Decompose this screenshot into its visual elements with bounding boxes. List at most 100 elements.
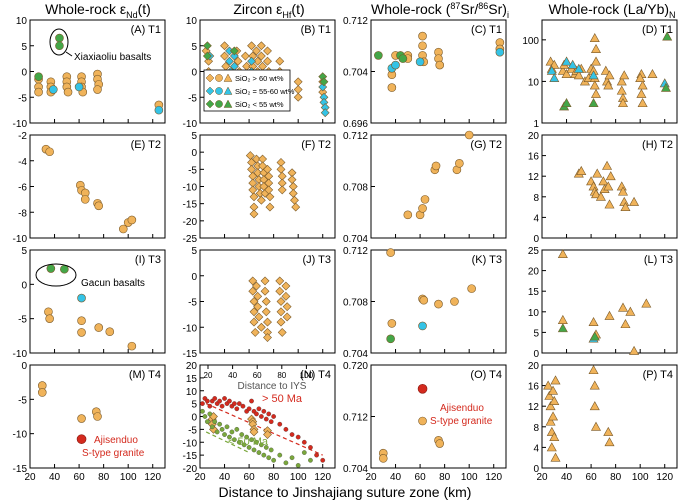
- legend-circle-icon: [215, 100, 223, 108]
- y-tick-label: -5: [18, 395, 27, 406]
- y-tick-label: -5: [188, 298, 197, 309]
- y-tick-label: -10: [183, 323, 198, 334]
- y-tick-label: -15: [183, 200, 198, 211]
- x-tick-label: 20: [365, 472, 377, 483]
- panel-label: (O) T4: [470, 369, 502, 381]
- mafic-marker: [557, 323, 568, 333]
- panel-label: (F) T2: [301, 139, 331, 151]
- column-titles: Whole-rock εNd(t) Zircon εHf(t) Whole-ro…: [45, 1, 675, 20]
- legend-label: SiO₂ < 55 wt%: [235, 100, 284, 109]
- felsic-marker: [418, 204, 427, 213]
- young_lt50-marker: [289, 455, 295, 461]
- y-tick-label: 20: [528, 267, 540, 278]
- felsic-marker: [637, 98, 648, 108]
- young_lt50-marker: [277, 452, 283, 458]
- intermediate-marker: [567, 59, 578, 69]
- y-tick-label: -5: [18, 315, 27, 326]
- felsic-marker: [464, 130, 474, 140]
- felsic-marker: [403, 210, 413, 220]
- felsic-marker: [647, 68, 658, 78]
- y-tick-label: -10: [13, 430, 28, 441]
- panel-M: -15 -10 -5 0 20 40 60 80 100 120 (M) T4: [13, 361, 166, 483]
- old_gt50-marker: [301, 439, 307, 445]
- old_gt50-marker: [249, 398, 254, 404]
- panel-A: -10 -5 0 5 10 (A) T1: [13, 16, 166, 130]
- panel-O: 0.704 0.712 0.720 20 40 60 80 100 120 (O) T4: [343, 361, 507, 483]
- felsic-marker: [253, 302, 263, 312]
- young_lt50-marker: [236, 439, 242, 445]
- xiaxiaoliu-label: Xiaxiaoliu basalts: [74, 52, 151, 63]
- intermediate-marker: [546, 65, 557, 75]
- felsic-marker: [281, 291, 291, 301]
- panel-L: 0 5 10 15 20 25 (L) T3: [528, 246, 678, 360]
- old_gt50-marker: [256, 406, 262, 412]
- felsic-marker: [254, 312, 264, 322]
- panel-frame: [541, 249, 678, 354]
- y-tick-label: 8: [533, 193, 539, 204]
- felsic-marker: [590, 421, 602, 431]
- x-tick-label: 80: [268, 472, 280, 483]
- young_lt50-marker: [301, 450, 307, 455]
- y-tick-label: 4: [533, 443, 539, 454]
- y-tick-label: 16: [528, 152, 540, 163]
- felsic-marker: [249, 192, 259, 202]
- felsic-marker: [263, 56, 272, 66]
- old_gt50-marker: [207, 403, 213, 409]
- y-tick-label: -10: [13, 119, 28, 130]
- y-tick-label: 10: [528, 77, 540, 88]
- felsic-marker: [549, 431, 560, 441]
- felsic-marker: [253, 291, 263, 301]
- old_gt50-marker: [212, 396, 218, 401]
- y-tick-label: -10: [183, 183, 198, 194]
- xiaxiaoliu-ellipse: [49, 28, 69, 56]
- x-tick-label: 120: [485, 472, 502, 483]
- felsic-marker: [434, 299, 443, 309]
- felsic-marker: [548, 385, 559, 395]
- panel-frame: [370, 134, 507, 239]
- felsic-marker: [420, 195, 430, 204]
- felsic-marker: [636, 88, 647, 98]
- y-tick-label: 0: [533, 464, 539, 475]
- felsic-marker: [249, 297, 259, 306]
- young_lt50-marker: [283, 460, 289, 466]
- legend-circle-icon: [215, 87, 223, 95]
- top-tick-label: 80: [277, 371, 286, 380]
- x-tick-label: 120: [144, 472, 161, 483]
- young_lt50-marker: [261, 452, 267, 458]
- young_lt50-marker: [256, 450, 262, 455]
- y-tick-label: 0.712: [343, 413, 368, 424]
- felsic-marker: [265, 202, 275, 212]
- felsic-marker: [77, 414, 86, 423]
- felsic-marker: [252, 281, 261, 291]
- felsic-marker: [387, 83, 397, 92]
- felsic-marker: [635, 73, 646, 83]
- felsic-marker: [418, 41, 427, 51]
- y-tick-label: 0: [21, 361, 27, 372]
- old_gt50-marker: [266, 411, 272, 417]
- young_lt50-marker: [209, 424, 215, 430]
- felsic-marker: [603, 181, 614, 191]
- old_gt50-marker: [268, 419, 274, 424]
- y-tick-label: 10: [528, 308, 540, 319]
- y-tick-label: -5: [188, 425, 197, 436]
- x-tick-label: 40: [390, 472, 402, 483]
- felsic-marker: [253, 56, 263, 66]
- young_lt50-marker: [202, 414, 208, 419]
- felsic-marker: [261, 307, 271, 317]
- y-tick-label: 0: [533, 349, 539, 360]
- y-tick-label: 0.708: [343, 298, 368, 309]
- panel-label: (B) T1: [301, 24, 331, 36]
- panel-J: -15 -10 -5 0 5 (J) T3: [183, 246, 336, 360]
- felsic-marker: [435, 439, 445, 448]
- panel-label: (P) T4: [643, 369, 673, 381]
- y-tick-label: 1: [533, 119, 539, 130]
- ajisenduo-line2: S-type granite: [82, 448, 145, 459]
- felsic-marker: [277, 327, 287, 337]
- panel-label: (J) T3: [302, 254, 331, 266]
- y-tick-label: 5: [533, 328, 539, 339]
- y-tick-label: 20: [186, 361, 198, 372]
- felsic-marker: [249, 317, 259, 327]
- intermediate-marker: [74, 82, 84, 92]
- legend-diamond-icon: [205, 99, 215, 109]
